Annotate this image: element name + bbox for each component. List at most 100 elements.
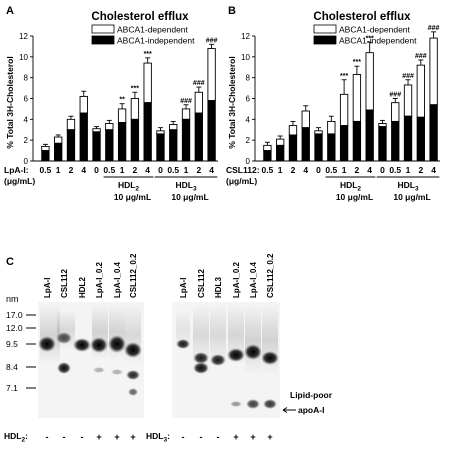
- chart-a-sig-label: ###: [180, 98, 192, 105]
- sign-mark: -: [200, 432, 203, 442]
- chart-a-x-tick-label: 2: [69, 165, 74, 175]
- chart-a-x-tick-label: 0: [94, 165, 99, 175]
- blot-band: [230, 401, 242, 407]
- chart-b-x-tick-label: 0.5: [261, 165, 273, 175]
- chart-a-bar-independent: [207, 100, 216, 162]
- chart-b-x-tick-label: 4: [367, 165, 372, 175]
- chart-b-bar-independent: [263, 150, 272, 162]
- lane-label: CSL112_0.2: [266, 253, 275, 298]
- sign-row-label: HDL3:: [146, 431, 170, 444]
- chart-b-bar-dependent: [314, 130, 323, 135]
- lane-label: CSL112: [60, 269, 69, 298]
- chart-a-x-tick-label: 4: [209, 165, 214, 175]
- lane-label: LpA-I: [179, 278, 188, 298]
- chart-b-x-tick-label: 4: [431, 165, 436, 175]
- chart-b-x-tick-label: 2: [355, 165, 360, 175]
- chart-b-legend-swatch: [313, 35, 337, 45]
- chart-b-group-label: HDL3: [397, 180, 418, 193]
- sign-mark: -: [217, 432, 220, 442]
- lane-label: LpA-I_0.2: [232, 261, 241, 298]
- chart-b-y-tick-label: 2: [246, 136, 251, 145]
- chart-b-bar-independent: [416, 116, 425, 162]
- chart-b-sig-label: ***: [353, 59, 361, 66]
- chart-a-panel-label: A: [6, 5, 14, 17]
- chart-b-bar-dependent: [391, 102, 400, 122]
- chart-a-y-tick-label: 2: [24, 136, 29, 145]
- chart-a-x-tick-label: 4: [81, 165, 86, 175]
- blot-band: [126, 370, 140, 380]
- chart-b-x-tick-label: 1: [278, 165, 283, 175]
- chart-b-bar-independent: [391, 120, 400, 162]
- blot-band: [108, 335, 126, 353]
- lane-label: LpA-I_0.4: [249, 261, 258, 298]
- chart-a-bar-dependent: [54, 136, 63, 144]
- sign-row-label: HDL2:: [4, 431, 28, 444]
- blot-band: [124, 342, 142, 358]
- chart-a-bar-independent: [169, 129, 178, 162]
- blot-band: [227, 348, 245, 362]
- chart-a-bar-independent: [41, 150, 50, 162]
- chart-a-bar-dependent: [79, 95, 88, 114]
- chart-b-bar-dependent: [263, 144, 272, 152]
- chart-b-bar-dependent: [288, 125, 298, 136]
- panel-c-label: C: [6, 256, 14, 268]
- chart-a-y-tick-label: 0: [24, 157, 29, 166]
- marker-label: 9.5: [6, 339, 18, 349]
- blot-band: [210, 354, 226, 366]
- blot-band: [128, 388, 138, 396]
- chart-b-panel-label: B: [228, 5, 236, 17]
- chart-b-y-tick-label: 8: [246, 74, 251, 83]
- chart-a-x-tick-label: 0.5: [103, 165, 115, 175]
- chart-b-sig-label: ***: [366, 35, 374, 42]
- panel-c: C nm 17.012.09.58.47.1 LpA-I CSL112 HDL2 Lp…: [4, 253, 333, 444]
- blot-band: [193, 362, 209, 374]
- chart-a-x-tick-label: 1: [120, 165, 125, 175]
- chart-a-bar-independent: [79, 112, 88, 162]
- blot-band: [263, 399, 277, 409]
- sign-mark: +: [114, 432, 119, 442]
- chart-a-sig-label: ***: [131, 85, 139, 92]
- chart-b-bar-dependent: [429, 37, 438, 106]
- blot-smear: [57, 310, 75, 350]
- chart-a-row-sublabel: (μg/mL): [4, 176, 35, 186]
- chart-b-bar-dependent: [327, 120, 336, 135]
- chart-a-sig-label: ***: [144, 51, 152, 58]
- chart-b-y-tick-label: 10: [241, 53, 250, 62]
- chart-b-x-tick-label: 2: [418, 165, 423, 175]
- chart-b-bar-independent: [314, 133, 323, 162]
- marker-label: 7.1: [6, 383, 18, 393]
- chart-a-group-conc: 10 μg/mL: [171, 192, 208, 202]
- blot-left: [38, 302, 144, 418]
- chart-a-bar-independent: [66, 129, 76, 162]
- lane-label: HDL3: [214, 277, 223, 298]
- chart-a-bar-dependent: [207, 48, 216, 102]
- chart-b-bar-independent: [429, 104, 438, 162]
- chart-a-x-tick-label: 0.5: [39, 165, 51, 175]
- chart-a-sig-label: ###: [206, 37, 218, 44]
- chart-a-x-tick-label: 0: [158, 165, 163, 175]
- sign-rows: HDL2: HDL3: - - - + + + - - - + + +: [4, 431, 273, 444]
- chart-a-bar-dependent: [169, 124, 178, 131]
- chart-b-bar-dependent: [276, 138, 285, 146]
- chart-a-bar-dependent: [117, 108, 127, 123]
- panel-b: B Cholesterol efflux ABCA1-dependentABCA1-…: [226, 5, 440, 202]
- chart-a-title: Cholesterol efflux: [91, 11, 189, 23]
- sign-mark: +: [233, 432, 238, 442]
- lane-label: CSL112: [197, 269, 206, 298]
- chart-b-group-label: HDL2: [340, 180, 361, 193]
- chart-a-bar-dependent: [92, 128, 101, 133]
- chart-b-x-tick-label: 1: [406, 165, 411, 175]
- chart-a-legend-swatch: [91, 35, 115, 45]
- chart-a-y-tick-label: 4: [24, 115, 29, 124]
- lane-label: HDL2: [78, 277, 87, 298]
- lane-label: LpA-I_0.4: [113, 261, 122, 298]
- chart-a-x-tick-label: 1: [184, 165, 189, 175]
- marker-label: 12.0: [6, 323, 23, 333]
- lipid-poor-label: Lipid-poor: [290, 390, 333, 400]
- blot-band: [244, 344, 262, 360]
- chart-b-x-tick-label: 0.5: [325, 165, 337, 175]
- chart-b-row-label: CSL112:: [226, 165, 260, 175]
- blot-band: [193, 352, 209, 364]
- chart-b-bar-independent: [301, 127, 310, 162]
